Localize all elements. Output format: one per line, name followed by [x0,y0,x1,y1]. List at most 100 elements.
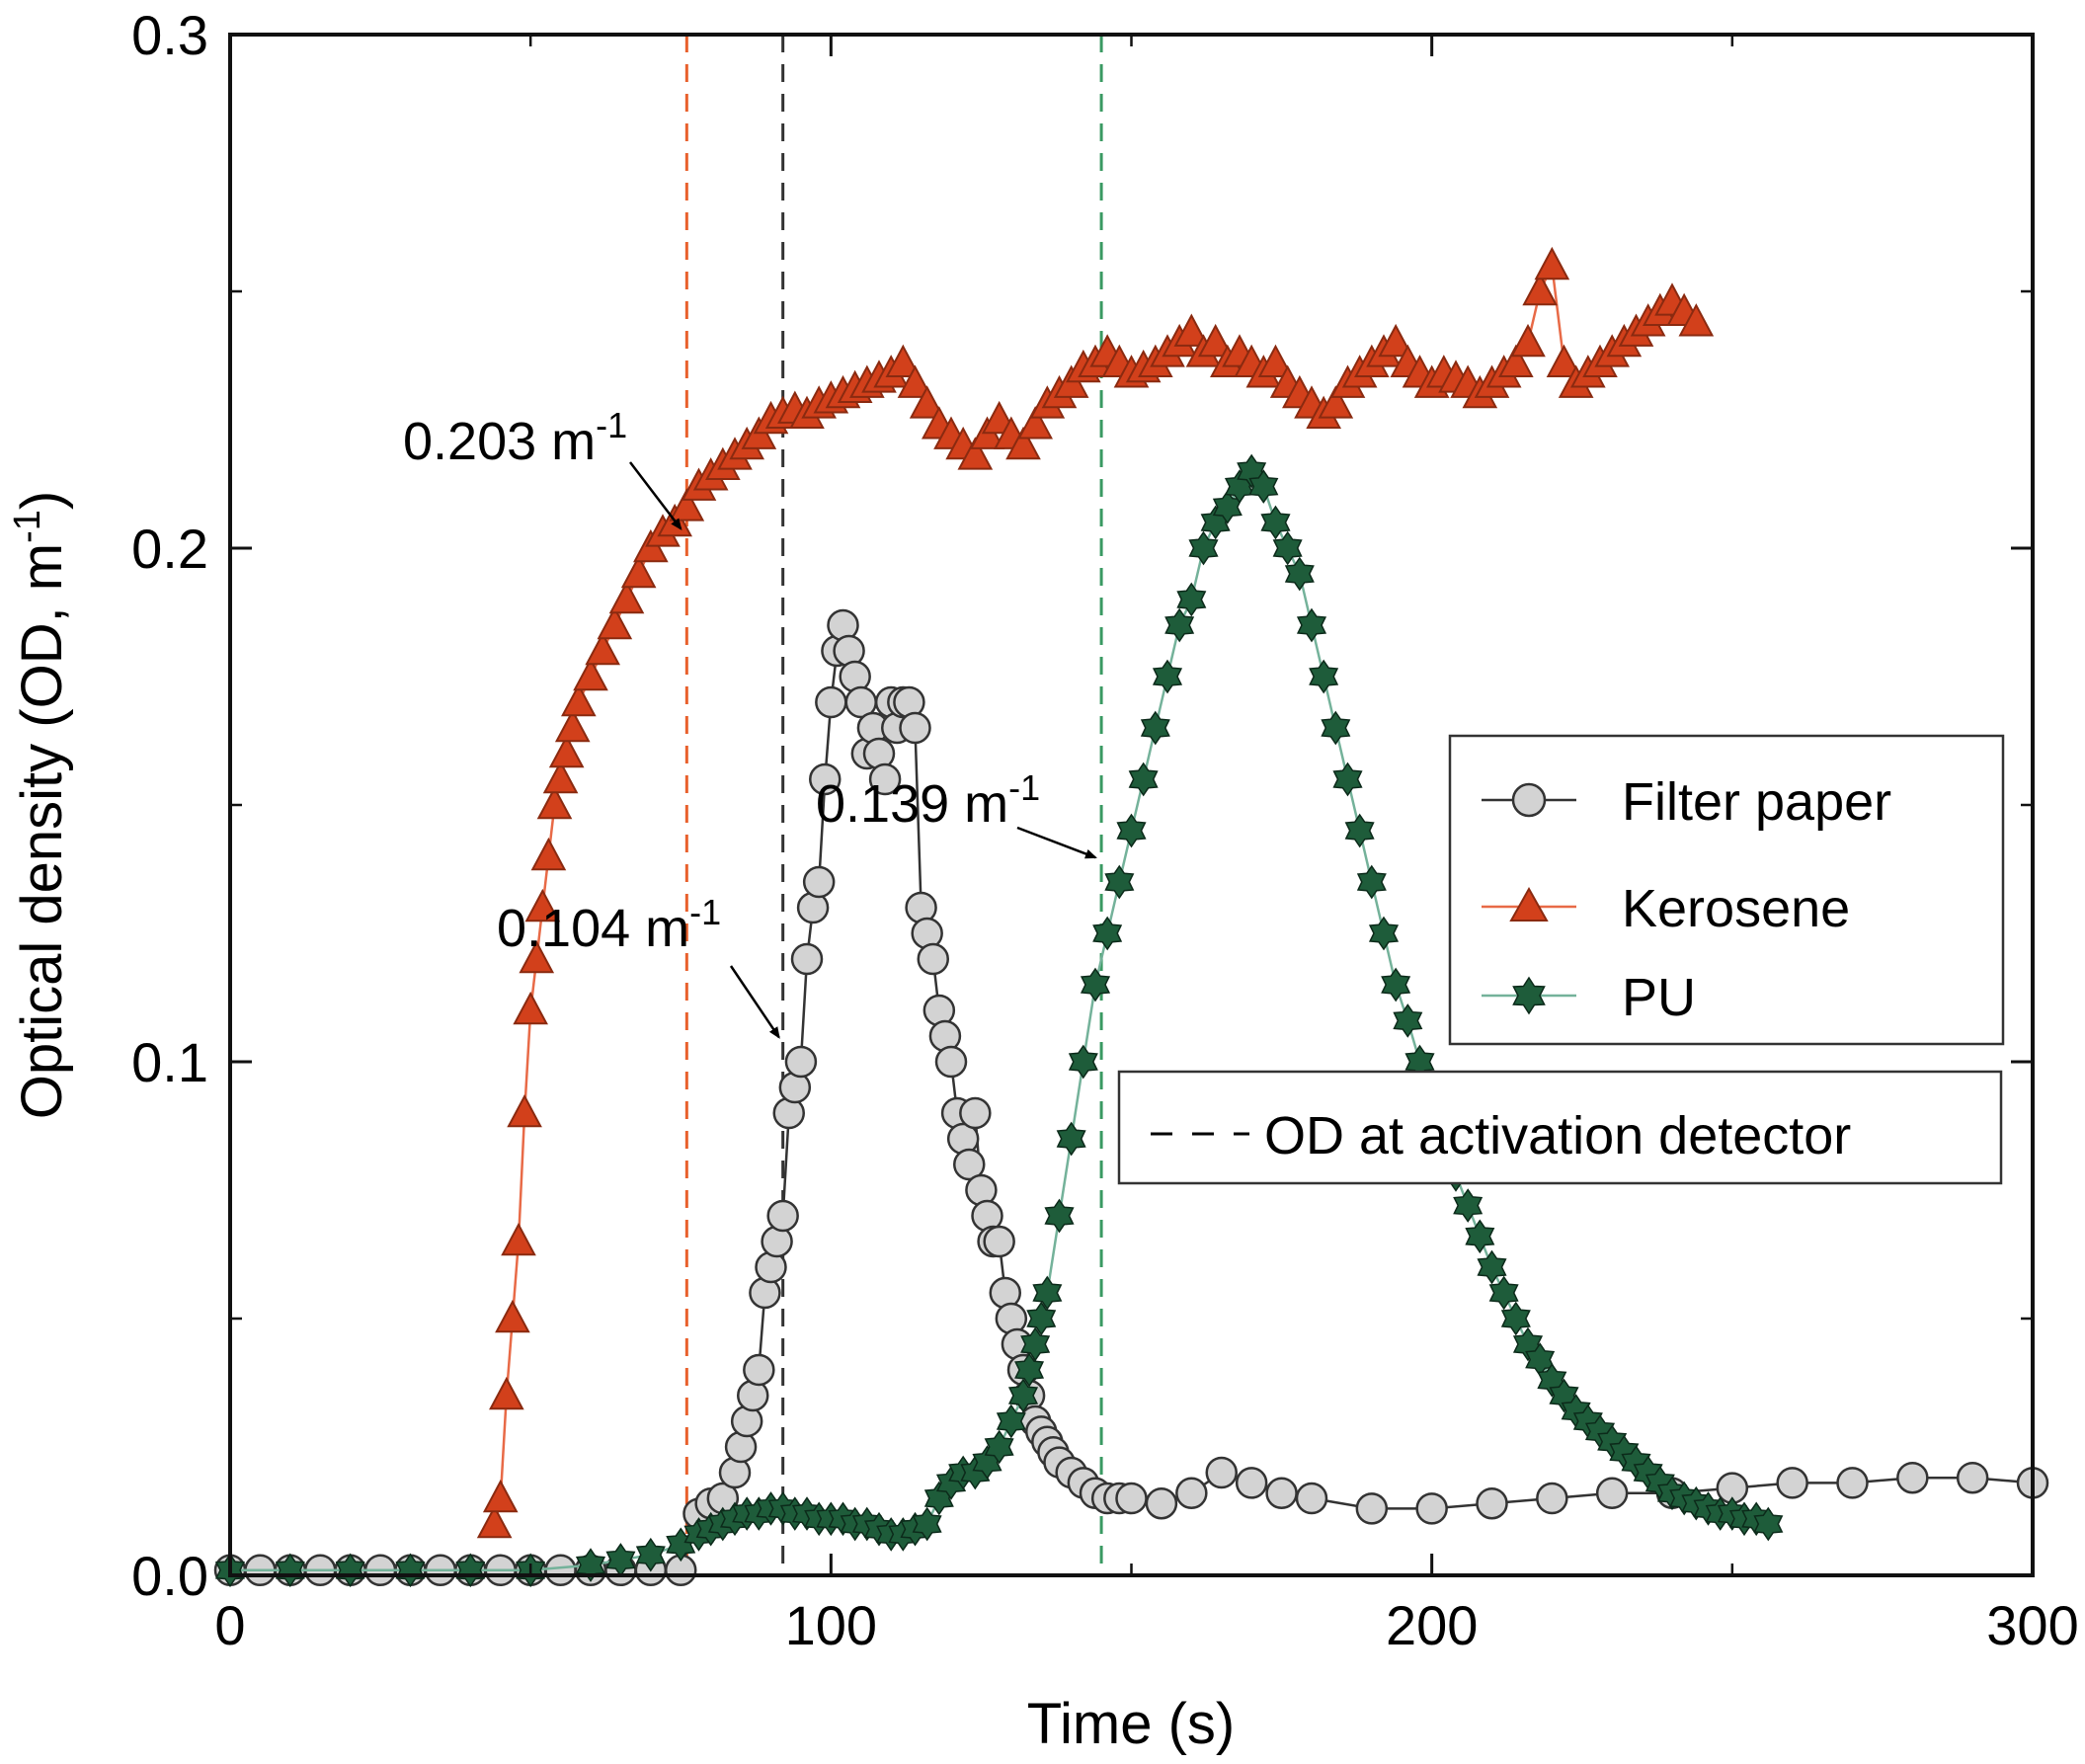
reference-legend: OD at activation detector [1117,1070,2003,1185]
data-point-filter-paper [1355,1492,1389,1525]
data-point-filter-paper [1235,1467,1268,1499]
data-point-filter-paper [815,685,847,719]
data-point-pu [1164,607,1195,643]
data-point-kerosene [909,385,945,419]
data-point-pu [1296,607,1327,643]
legend-label-pu: PU [1622,968,1696,1027]
data-point-kerosene [530,837,567,871]
data-point-filter-paper [899,711,931,745]
data-point-pu [1753,1506,1784,1542]
data-point-pu [1026,1301,1057,1336]
data-point-pu [1368,916,1400,951]
annotation-label: 0.139 m-1 [816,767,1040,834]
data-point-kerosene [507,1093,542,1128]
y-tick-label: 0.1 [131,1031,208,1093]
x-tick-label: 0 [214,1594,245,1656]
data-point-kerosene [669,488,705,521]
data-point-kerosene [513,991,548,1025]
data-point-kerosene [495,1299,530,1333]
data-point-filter-paper [983,1225,1015,1258]
data-point-pu [1272,530,1303,566]
data-point-pu [1128,762,1159,797]
data-point-kerosene [542,760,579,794]
data-point-pu [1176,582,1207,617]
data-point-pu [1248,469,1279,504]
data-point-kerosene [897,364,933,398]
data-point-pu [1092,916,1123,951]
data-point-filter-paper [1415,1492,1448,1525]
data-point-kerosene [957,437,994,470]
data-point-pu [395,1553,426,1588]
y-axis-label-sup: -1 [7,510,48,543]
data-point-kerosene [524,888,561,922]
x-tick-label: 100 [785,1594,877,1656]
data-point-pu [1068,1044,1098,1080]
data-point-pu [1014,1352,1045,1388]
data-point-kerosene [548,734,585,768]
data-point-filter-paper [953,1148,986,1181]
data-point-pu [1056,1121,1086,1157]
data-point-pu [335,1553,365,1588]
data-point-kerosene [608,580,645,614]
axis-ticks: 0 100 200 300 0.0 0.1 0.2 0.3 [131,4,2079,1656]
data-point-pu [1007,1378,1039,1413]
legend-label-filter-paper: Filter paper [1622,772,1891,832]
data-point-pu [1309,659,1339,694]
data-point-pu [1453,1188,1484,1223]
data-point-pu [1044,1198,1075,1234]
data-point-filter-paper [934,1045,968,1079]
data-point-kerosene [476,1504,513,1539]
data-point-pu [1116,813,1147,848]
data-point-kerosene [1257,344,1294,378]
annotation-arrow [1016,826,1097,859]
data-point-kerosene [561,682,597,717]
data-point-filter-paper [1536,1482,1568,1515]
annotation-arrow [629,461,682,530]
x-tick-label: 300 [1986,1594,2078,1656]
data-point-filter-paper [1205,1456,1238,1489]
x-axis-label: Time (s) [1027,1692,1235,1756]
legend-marker-filter-paper [1511,782,1547,818]
data-point-filter-paper [1145,1486,1178,1520]
data-point-pu [1465,1219,1495,1254]
data-point-kerosene [554,708,591,743]
data-point-filter-paper [743,1353,775,1387]
data-point-kerosene [1546,344,1582,378]
reference-legend-box [1117,1070,2003,1185]
data-point-filter-paper [1265,1477,1298,1510]
annotation-arrow [729,965,780,1039]
data-point-kerosene [620,554,657,589]
data-point-filter-paper [1956,1461,1989,1494]
data-point-pu [1188,530,1219,566]
data-point-kerosene [1017,406,1053,440]
data-point-kerosene [1197,323,1234,358]
data-point-filter-paper [790,942,824,976]
legend: Filter paper Kerosene PU [1448,734,2005,1046]
data-point-pu [1321,710,1351,746]
data-point-filter-paper [1295,1482,1328,1515]
data-point-kerosene [1498,344,1534,378]
x-tick-label: 200 [1386,1594,1478,1656]
data-point-kerosene [489,1376,524,1410]
data-point-pu [1344,813,1375,848]
data-point-kerosene [1173,313,1210,347]
data-point-kerosene [573,657,608,691]
data-point-filter-paper [544,1554,577,1587]
data-point-pu [575,1548,606,1582]
data-point-pu [1284,556,1315,592]
data-point-filter-paper [1896,1461,1929,1494]
data-point-kerosene [1678,303,1715,337]
activation-reference-lines [684,35,1103,1575]
data-point-pu [1152,659,1183,694]
data-point-pu [1032,1275,1063,1311]
data-point-kerosene [1510,323,1546,358]
data-point-filter-paper [1476,1486,1508,1520]
data-point-pu [1332,762,1363,797]
data-point-pu [1104,864,1135,900]
data-point-filter-paper [1115,1482,1148,1515]
data-point-pu [1393,1003,1423,1038]
series-kerosene [476,246,1715,1539]
legend-marker-kerosene [1509,886,1549,922]
data-point-pu [996,1403,1026,1439]
